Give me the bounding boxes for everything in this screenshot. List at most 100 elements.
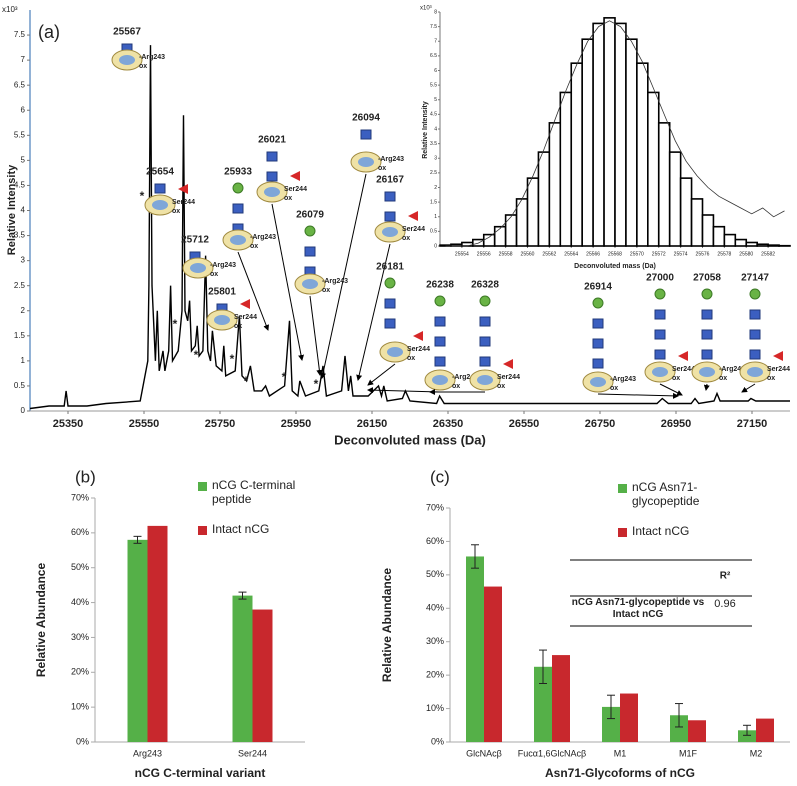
panel-label: (a) <box>38 22 60 42</box>
peak-label: 25801 <box>208 287 236 298</box>
fucose <box>773 351 783 361</box>
x-tick-label: 25572 <box>652 251 666 257</box>
y-tick-label: 40% <box>426 603 444 613</box>
histogram-bar <box>690 198 704 247</box>
histogram-bar <box>559 91 573 247</box>
spectrum-line <box>29 45 790 410</box>
y-tick-label: 3 <box>21 256 26 265</box>
x-axis-title: Deconvoluted mass (Da) <box>574 263 656 270</box>
table-header: R² <box>720 571 731 582</box>
histogram-bar <box>526 177 540 247</box>
bar <box>552 655 570 742</box>
site-label: Ser244 <box>497 374 520 381</box>
peak-label: 26328 <box>471 280 499 291</box>
site-label: -Arg243 <box>322 278 348 285</box>
y-tick-label: 1 <box>21 356 26 365</box>
y-tick-label: 2.5 <box>14 281 26 290</box>
arrow <box>320 173 367 379</box>
histogram-bar <box>647 91 660 247</box>
glycan-glcnac <box>384 211 396 222</box>
glycan-glcnac <box>654 309 666 320</box>
glycan-hexose <box>304 225 316 237</box>
peak-label: 25933 <box>224 167 252 178</box>
glycan-glcnac <box>266 151 278 162</box>
histogram-bar <box>548 122 562 247</box>
mod-label: ox <box>672 375 680 382</box>
y-tick-label: 2 <box>434 185 437 191</box>
y-tick-label: 70% <box>71 492 89 502</box>
x-tick-label: 25562 <box>542 251 556 257</box>
y-axis-title: Relative Intensity <box>422 101 429 159</box>
y-tick-label: 4.5 <box>14 181 26 190</box>
glycan-glcnac <box>701 309 713 320</box>
legend-swatch <box>618 528 627 537</box>
site-label: -Arg243 <box>452 374 478 381</box>
glycan-hexose <box>232 182 244 194</box>
x-tick-label: 25566 <box>586 251 600 257</box>
y-tick-label: 1.5 <box>430 199 437 205</box>
glycan-hexose <box>592 297 604 309</box>
bar <box>484 586 502 742</box>
site-label: Ser244 <box>172 199 195 206</box>
y-tick-label: 5 <box>434 97 437 103</box>
table-value: 0.96 <box>714 598 735 610</box>
mod-label: ox <box>284 195 292 202</box>
arrow <box>367 363 396 386</box>
peak-label: 26181 <box>376 262 404 273</box>
mod-label: ox <box>610 385 618 392</box>
glycan-glcnac <box>592 338 604 349</box>
histogram-bar <box>461 241 474 247</box>
site-label: Ser244 <box>234 314 257 321</box>
error-bar <box>471 544 479 569</box>
x-tick-label: 25560 <box>521 251 535 257</box>
histogram-bar <box>570 62 583 247</box>
glycan-glcnac <box>592 318 604 329</box>
legend-label: nCG Asn71-glycopeptide <box>632 480 700 508</box>
glycan-glcnac <box>479 356 491 367</box>
histogram-bar <box>668 151 682 247</box>
error-bar <box>539 649 547 684</box>
error-bar <box>743 724 751 736</box>
legend-swatch <box>618 484 627 493</box>
x-tick-label: GlcNAcβ <box>466 748 502 758</box>
x-tick-label: 27150 <box>737 418 768 430</box>
x-tick-label: 26950 <box>661 418 692 430</box>
bar <box>127 539 148 742</box>
legend-label-box: nCG Asn71-glycopeptide <box>632 480 700 508</box>
legend-label: Intact nCG <box>632 524 690 538</box>
x-tick-label: 25580 <box>739 251 753 257</box>
x-tick-label: M2 <box>750 748 763 758</box>
mod-label: ox <box>210 271 218 278</box>
peak-label: 27147 <box>741 273 769 284</box>
protein-core <box>432 375 448 385</box>
x-tick-label: 25558 <box>499 251 513 257</box>
y-tick-label: 7 <box>21 55 26 64</box>
mod-label: ox <box>452 383 460 390</box>
y-tick-label: 30% <box>71 632 89 642</box>
peak-label: 26079 <box>296 210 324 221</box>
x-tick-label: 25574 <box>674 251 688 257</box>
x-tick-label: 26550 <box>509 418 540 430</box>
y-tick-label: 0.5 <box>14 381 26 390</box>
glycan-glcnac <box>434 316 446 327</box>
protein-core <box>302 279 318 289</box>
histogram-bar <box>636 62 649 247</box>
fucose <box>413 331 423 341</box>
glycan-glcnac <box>654 329 666 340</box>
legend-label-box: Intact nCG <box>212 522 269 536</box>
y-tick-label: 1 <box>434 214 437 220</box>
y-tick-label: 20% <box>426 670 444 680</box>
arrow <box>237 251 270 331</box>
fucose <box>408 211 418 221</box>
site-label: Ser244 <box>767 366 790 373</box>
asterisk-marker: * <box>194 348 199 362</box>
x-tick-label: 25554 <box>455 251 469 257</box>
legend-label-box: Intact nCG <box>632 524 690 538</box>
x-tick-label: 25564 <box>564 251 578 257</box>
y-axis-title: Relative Intensity <box>6 164 18 255</box>
bar <box>670 715 688 742</box>
y-tick-label: 3.5 <box>14 231 26 240</box>
y-tick-label: 0 <box>21 406 26 415</box>
x-tick-label: 25950 <box>281 418 312 430</box>
